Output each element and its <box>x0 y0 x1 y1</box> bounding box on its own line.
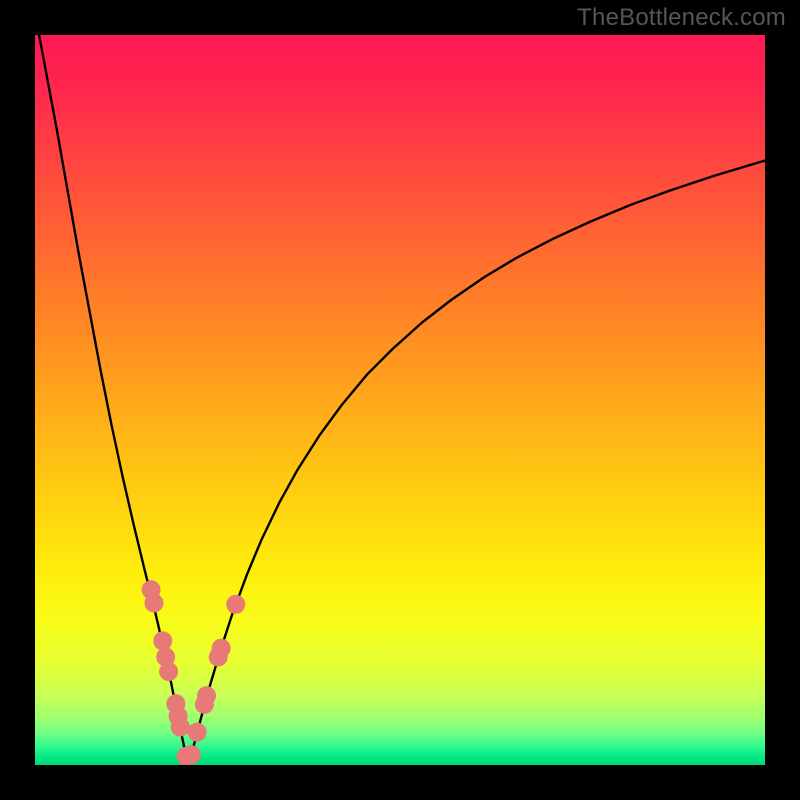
curve-marker <box>159 662 178 681</box>
curve-marker <box>188 723 207 742</box>
curve-marker <box>212 639 231 658</box>
curve-marker <box>144 593 163 612</box>
curve-marker <box>197 686 216 705</box>
chart-svg <box>0 0 800 800</box>
curve-marker <box>226 595 245 614</box>
curve-marker <box>182 745 201 764</box>
curve-marker <box>153 631 172 650</box>
curve-marker <box>171 718 190 737</box>
gradient-background <box>35 35 765 765</box>
chart-frame: TheBottleneck.com <box>0 0 800 800</box>
